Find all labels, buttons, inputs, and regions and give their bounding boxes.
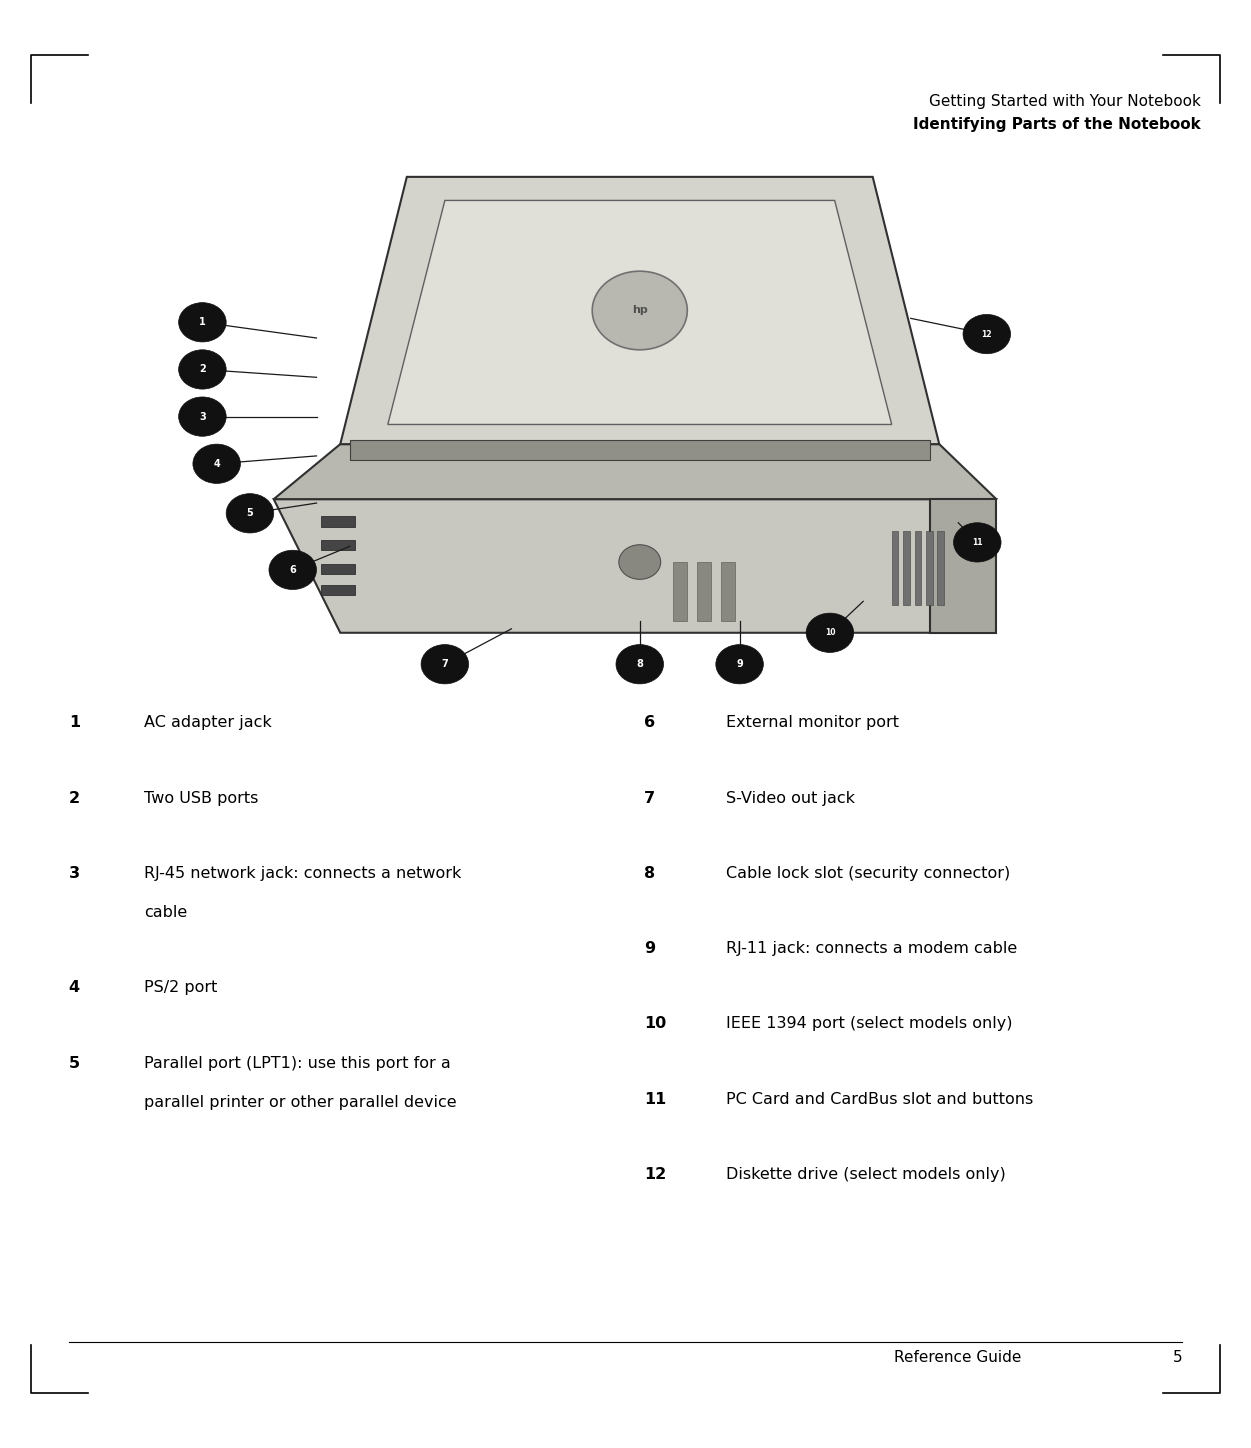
- Text: External monitor port: External monitor port: [726, 715, 898, 730]
- Text: RJ-11 jack: connects a modem cable: RJ-11 jack: connects a modem cable: [726, 941, 1017, 956]
- Text: parallel printer or other parallel device: parallel printer or other parallel devic…: [144, 1095, 457, 1109]
- Bar: [892, 530, 898, 605]
- Text: PC Card and CardBus slot and buttons: PC Card and CardBus slot and buttons: [726, 1092, 1033, 1106]
- Bar: [322, 585, 354, 595]
- Text: 10: 10: [824, 628, 836, 637]
- Text: 10: 10: [644, 1016, 667, 1031]
- Bar: [673, 562, 687, 621]
- Text: 5: 5: [69, 1056, 80, 1070]
- Text: 11: 11: [644, 1092, 667, 1106]
- Circle shape: [193, 445, 240, 484]
- Circle shape: [179, 303, 226, 342]
- Text: 9: 9: [737, 659, 743, 669]
- Text: 11: 11: [972, 537, 982, 547]
- Bar: [926, 530, 932, 605]
- Bar: [697, 562, 711, 621]
- Bar: [937, 530, 945, 605]
- Circle shape: [269, 550, 317, 589]
- Circle shape: [963, 314, 1011, 353]
- Bar: [721, 562, 734, 621]
- Text: Identifying Parts of the Notebook: Identifying Parts of the Notebook: [913, 117, 1201, 132]
- Circle shape: [179, 397, 226, 436]
- Text: Reference Guide: Reference Guide: [894, 1350, 1022, 1364]
- Circle shape: [806, 613, 853, 653]
- Text: Diskette drive (select models only): Diskette drive (select models only): [726, 1167, 1006, 1182]
- Circle shape: [179, 350, 226, 390]
- Text: 2: 2: [199, 365, 205, 375]
- Polygon shape: [340, 177, 940, 445]
- Text: 6: 6: [289, 565, 296, 575]
- Polygon shape: [274, 445, 996, 500]
- Bar: [322, 517, 354, 527]
- Text: S-Video out jack: S-Video out jack: [726, 791, 854, 805]
- Text: 8: 8: [644, 866, 656, 880]
- Text: 7: 7: [442, 659, 448, 669]
- Circle shape: [953, 523, 1001, 562]
- Circle shape: [592, 271, 687, 350]
- Polygon shape: [274, 500, 996, 633]
- Text: 6: 6: [644, 715, 656, 730]
- Text: 5: 5: [1172, 1350, 1182, 1364]
- Circle shape: [615, 644, 663, 683]
- Text: 3: 3: [199, 411, 205, 421]
- Text: 1: 1: [69, 715, 80, 730]
- Circle shape: [716, 644, 763, 683]
- Circle shape: [422, 644, 469, 683]
- Circle shape: [226, 494, 274, 533]
- Text: Parallel port (LPT1): use this port for a: Parallel port (LPT1): use this port for …: [144, 1056, 450, 1070]
- Text: Cable lock slot (security connector): Cable lock slot (security connector): [726, 866, 1010, 880]
- Text: 2: 2: [69, 791, 80, 805]
- Bar: [350, 440, 929, 460]
- Text: AC adapter jack: AC adapter jack: [144, 715, 271, 730]
- Text: 4: 4: [214, 459, 220, 469]
- Bar: [903, 530, 909, 605]
- Text: 1: 1: [199, 317, 205, 327]
- Text: 7: 7: [644, 791, 656, 805]
- Text: 12: 12: [644, 1167, 667, 1182]
- Text: 4: 4: [69, 980, 80, 995]
- Text: IEEE 1394 port (select models only): IEEE 1394 port (select models only): [726, 1016, 1012, 1031]
- Text: RJ-45 network jack: connects a network: RJ-45 network jack: connects a network: [144, 866, 462, 880]
- Text: 12: 12: [982, 330, 992, 339]
- Polygon shape: [929, 500, 996, 633]
- Text: cable: cable: [144, 905, 188, 919]
- Text: hp: hp: [632, 306, 648, 316]
- Bar: [322, 563, 354, 573]
- Text: 3: 3: [69, 866, 80, 880]
- Text: 8: 8: [637, 659, 643, 669]
- Bar: [322, 540, 354, 550]
- Text: 5: 5: [246, 508, 253, 518]
- Circle shape: [619, 544, 661, 579]
- Text: 9: 9: [644, 941, 656, 956]
- Text: Two USB ports: Two USB ports: [144, 791, 258, 805]
- Text: PS/2 port: PS/2 port: [144, 980, 218, 995]
- Polygon shape: [388, 200, 892, 424]
- Bar: [914, 530, 921, 605]
- Text: Getting Started with Your Notebook: Getting Started with Your Notebook: [929, 94, 1201, 109]
